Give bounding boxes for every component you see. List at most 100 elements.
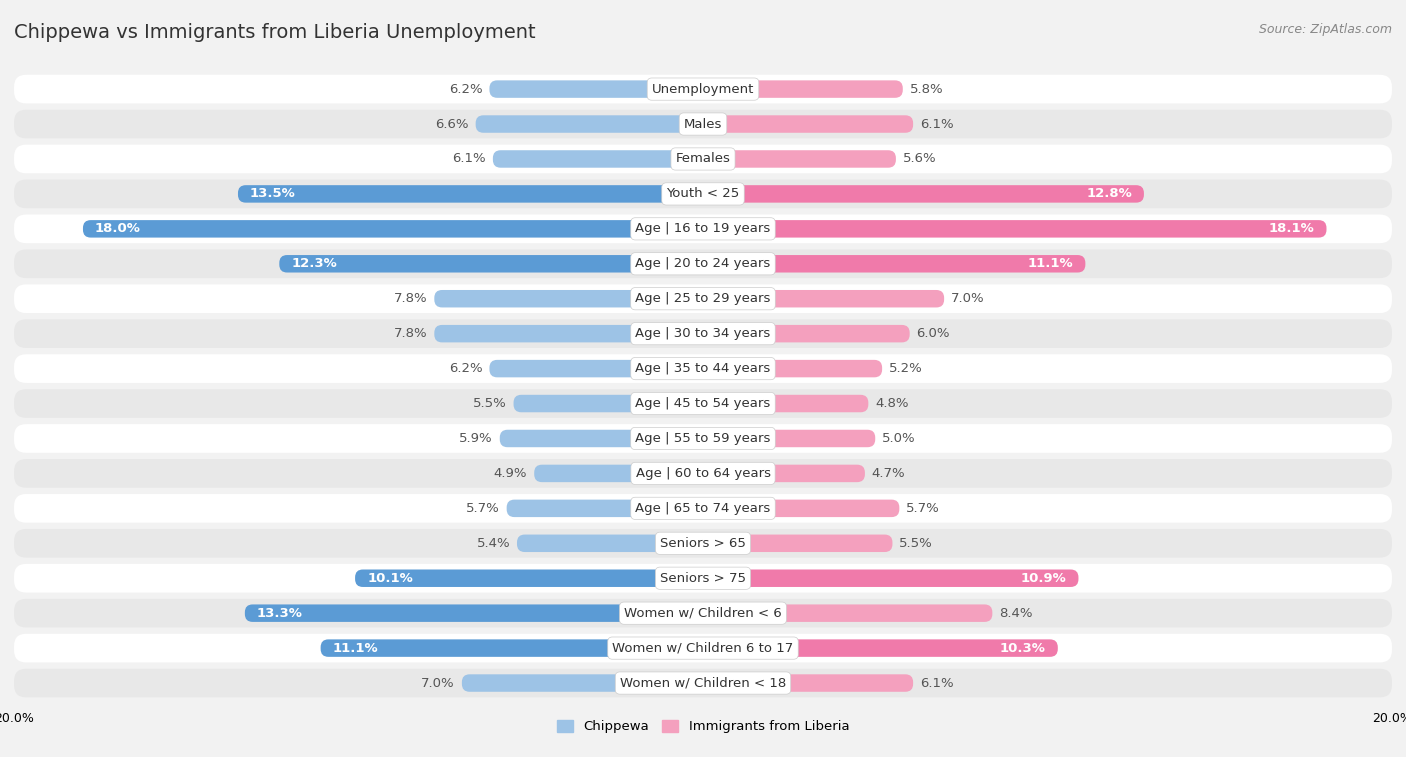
Text: Age | 20 to 24 years: Age | 20 to 24 years [636, 257, 770, 270]
FancyBboxPatch shape [461, 674, 703, 692]
Text: Age | 25 to 29 years: Age | 25 to 29 years [636, 292, 770, 305]
FancyBboxPatch shape [703, 360, 882, 377]
Text: 6.1%: 6.1% [453, 152, 486, 166]
Text: 6.2%: 6.2% [449, 362, 482, 375]
FancyBboxPatch shape [499, 430, 703, 447]
FancyBboxPatch shape [14, 668, 1392, 697]
Text: Women w/ Children 6 to 17: Women w/ Children 6 to 17 [613, 642, 793, 655]
Text: 5.6%: 5.6% [903, 152, 936, 166]
FancyBboxPatch shape [245, 604, 703, 622]
FancyBboxPatch shape [703, 640, 1057, 657]
Text: 10.3%: 10.3% [1000, 642, 1046, 655]
FancyBboxPatch shape [14, 319, 1392, 348]
FancyBboxPatch shape [14, 285, 1392, 313]
Text: 12.3%: 12.3% [291, 257, 337, 270]
Text: 5.8%: 5.8% [910, 83, 943, 95]
Text: 7.8%: 7.8% [394, 327, 427, 340]
Text: 6.2%: 6.2% [449, 83, 482, 95]
Text: Age | 65 to 74 years: Age | 65 to 74 years [636, 502, 770, 515]
FancyBboxPatch shape [14, 634, 1392, 662]
Text: 13.3%: 13.3% [257, 606, 302, 620]
FancyBboxPatch shape [14, 250, 1392, 278]
FancyBboxPatch shape [494, 150, 703, 168]
Text: 13.5%: 13.5% [250, 188, 295, 201]
Text: 6.0%: 6.0% [917, 327, 950, 340]
Text: 5.7%: 5.7% [907, 502, 941, 515]
FancyBboxPatch shape [434, 325, 703, 342]
FancyBboxPatch shape [703, 255, 1085, 273]
Text: 5.5%: 5.5% [900, 537, 934, 550]
Text: 7.8%: 7.8% [394, 292, 427, 305]
FancyBboxPatch shape [489, 360, 703, 377]
Text: 6.1%: 6.1% [920, 677, 953, 690]
Text: 18.0%: 18.0% [96, 223, 141, 235]
FancyBboxPatch shape [703, 604, 993, 622]
FancyBboxPatch shape [321, 640, 703, 657]
FancyBboxPatch shape [14, 145, 1392, 173]
FancyBboxPatch shape [534, 465, 703, 482]
Text: 5.7%: 5.7% [465, 502, 499, 515]
Text: Age | 55 to 59 years: Age | 55 to 59 years [636, 432, 770, 445]
Text: 10.1%: 10.1% [367, 572, 413, 584]
Text: 5.0%: 5.0% [882, 432, 915, 445]
FancyBboxPatch shape [14, 424, 1392, 453]
Text: 10.9%: 10.9% [1021, 572, 1066, 584]
Text: 5.5%: 5.5% [472, 397, 506, 410]
FancyBboxPatch shape [703, 534, 893, 552]
Text: 6.1%: 6.1% [920, 117, 953, 130]
FancyBboxPatch shape [703, 290, 945, 307]
Text: 5.4%: 5.4% [477, 537, 510, 550]
Text: 11.1%: 11.1% [1028, 257, 1073, 270]
Text: Age | 60 to 64 years: Age | 60 to 64 years [636, 467, 770, 480]
FancyBboxPatch shape [489, 80, 703, 98]
Text: 7.0%: 7.0% [422, 677, 456, 690]
FancyBboxPatch shape [14, 459, 1392, 488]
FancyBboxPatch shape [14, 529, 1392, 558]
Text: 8.4%: 8.4% [1000, 606, 1033, 620]
FancyBboxPatch shape [475, 115, 703, 132]
FancyBboxPatch shape [513, 395, 703, 413]
Text: Seniors > 75: Seniors > 75 [659, 572, 747, 584]
Legend: Chippewa, Immigrants from Liberia: Chippewa, Immigrants from Liberia [551, 715, 855, 739]
Text: Unemployment: Unemployment [652, 83, 754, 95]
Text: Source: ZipAtlas.com: Source: ZipAtlas.com [1258, 23, 1392, 36]
FancyBboxPatch shape [356, 569, 703, 587]
Text: Seniors > 65: Seniors > 65 [659, 537, 747, 550]
FancyBboxPatch shape [14, 179, 1392, 208]
Text: 4.8%: 4.8% [875, 397, 908, 410]
Text: Age | 45 to 54 years: Age | 45 to 54 years [636, 397, 770, 410]
Text: Chippewa vs Immigrants from Liberia Unemployment: Chippewa vs Immigrants from Liberia Unem… [14, 23, 536, 42]
FancyBboxPatch shape [506, 500, 703, 517]
FancyBboxPatch shape [14, 75, 1392, 104]
FancyBboxPatch shape [703, 395, 869, 413]
FancyBboxPatch shape [703, 80, 903, 98]
FancyBboxPatch shape [703, 325, 910, 342]
Text: 12.8%: 12.8% [1085, 188, 1132, 201]
FancyBboxPatch shape [14, 494, 1392, 522]
Text: Females: Females [675, 152, 731, 166]
FancyBboxPatch shape [14, 214, 1392, 243]
Text: 7.0%: 7.0% [950, 292, 984, 305]
FancyBboxPatch shape [14, 389, 1392, 418]
Text: Women w/ Children < 18: Women w/ Children < 18 [620, 677, 786, 690]
Text: 11.1%: 11.1% [333, 642, 378, 655]
Text: Age | 16 to 19 years: Age | 16 to 19 years [636, 223, 770, 235]
FancyBboxPatch shape [517, 534, 703, 552]
FancyBboxPatch shape [14, 110, 1392, 139]
FancyBboxPatch shape [14, 599, 1392, 628]
FancyBboxPatch shape [703, 430, 875, 447]
FancyBboxPatch shape [703, 115, 912, 132]
Text: 5.9%: 5.9% [460, 432, 494, 445]
FancyBboxPatch shape [703, 569, 1078, 587]
Text: 6.6%: 6.6% [436, 117, 468, 130]
FancyBboxPatch shape [703, 185, 1144, 203]
FancyBboxPatch shape [703, 500, 900, 517]
FancyBboxPatch shape [83, 220, 703, 238]
FancyBboxPatch shape [703, 150, 896, 168]
Text: Age | 35 to 44 years: Age | 35 to 44 years [636, 362, 770, 375]
FancyBboxPatch shape [703, 674, 912, 692]
FancyBboxPatch shape [703, 465, 865, 482]
Text: 4.7%: 4.7% [872, 467, 905, 480]
Text: Age | 30 to 34 years: Age | 30 to 34 years [636, 327, 770, 340]
FancyBboxPatch shape [703, 220, 1326, 238]
